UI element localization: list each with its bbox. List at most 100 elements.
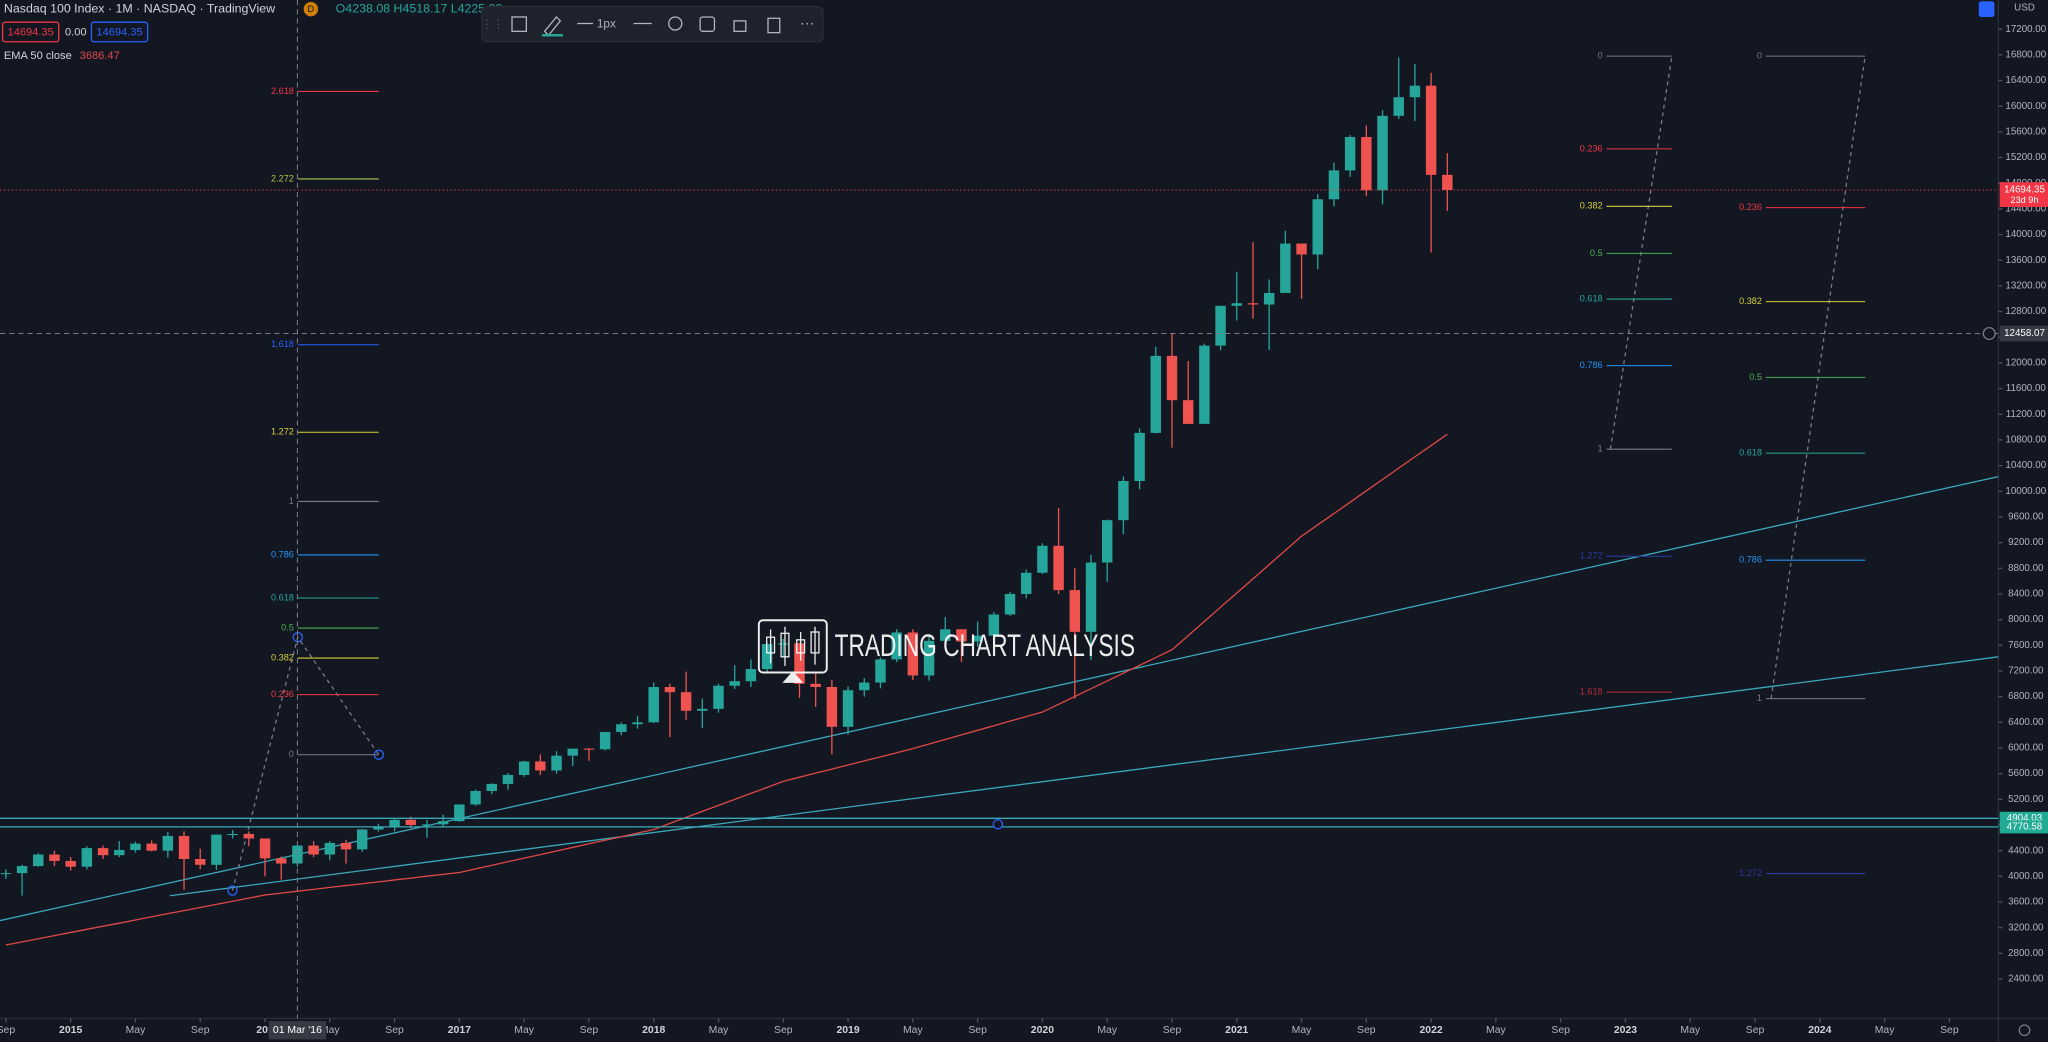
crosshair-price-label: 12458.07 <box>2004 328 2045 339</box>
y-tick-label: 4400.00 <box>2008 845 2044 856</box>
candle-body <box>1118 481 1129 521</box>
candle-body <box>616 724 627 732</box>
y-tick-label: 12000.00 <box>2005 358 2046 369</box>
y-tick-label: 11600.00 <box>2006 383 2047 394</box>
candle-body <box>551 755 562 771</box>
candle-body <box>535 761 546 771</box>
drawing-handle[interactable] <box>992 819 1004 830</box>
candle-body <box>875 659 886 683</box>
candle-body <box>65 860 76 867</box>
fib-label: 1.618 <box>271 339 294 349</box>
x-tick-label: 2022 <box>1419 1025 1442 1036</box>
candle-body <box>713 685 724 709</box>
price-box[interactable] <box>1 21 60 43</box>
price-label-bg <box>1999 182 2048 207</box>
candle-body <box>1361 137 1372 191</box>
crosshair-date-bg <box>268 1021 327 1040</box>
fib-label: 0.618 <box>1739 448 1762 458</box>
x-tick-label: Sep <box>1551 1025 1570 1036</box>
currency-label[interactable]: USD <box>2014 2 2035 13</box>
candle-body <box>923 640 935 676</box>
y-tick-label: 6400.00 <box>2008 717 2044 728</box>
axis-settings[interactable] <box>2018 1024 2031 1037</box>
fib-label: 2.272 <box>271 173 294 183</box>
candle-body <box>761 644 773 670</box>
trend-line[interactable] <box>169 656 1999 897</box>
x-tick-label: 201 <box>256 1025 274 1036</box>
y-tick-label: 15200.00 <box>2005 152 2046 163</box>
watermark: TRADING CHART ANALYSIS <box>757 619 1135 683</box>
fib-leg[interactable] <box>231 635 380 891</box>
hline-layer <box>0 189 1999 830</box>
candle-body <box>1442 174 1453 191</box>
y-tick-label: 14400.00 <box>2005 203 2046 214</box>
watermark-icon <box>766 636 776 654</box>
y-tick-label: 2400.00 <box>2008 974 2044 985</box>
indicator-value: 3686.47 <box>80 50 120 62</box>
candle-body <box>275 858 287 864</box>
candle-body <box>1199 345 1210 424</box>
candle-body <box>308 845 319 855</box>
x-tick-label: Sep <box>0 1025 15 1036</box>
fib-label: 0 <box>1598 51 1603 61</box>
x-tick-label: 2023 <box>1614 1025 1637 1036</box>
fib-label: 0.236 <box>271 689 294 699</box>
candle-body <box>988 614 1000 636</box>
candle-body <box>356 829 368 850</box>
x-tick-label: Sep <box>385 1025 404 1036</box>
line-width-label[interactable]: 1px <box>597 17 616 30</box>
candle-body <box>454 804 465 822</box>
fib-label: 0.786 <box>271 549 294 559</box>
candle-body <box>810 683 821 688</box>
line-layer <box>0 0 1999 1019</box>
screen-button[interactable] <box>1978 1 1995 17</box>
y-tick-label: 16800.00 <box>2005 49 2046 60</box>
y-tick-label: 16400.00 <box>2005 75 2046 86</box>
candle-body <box>421 824 433 826</box>
y-tick-label: 16000.00 <box>2005 101 2046 112</box>
candle-body <box>1004 593 1016 615</box>
x-tick-label: May <box>1680 1025 1701 1036</box>
candle-body <box>114 850 125 856</box>
drawing-handle[interactable] <box>227 885 238 896</box>
fib-label: 0.236 <box>1739 202 1762 212</box>
candle-body <box>1312 199 1323 255</box>
x-tick-label: 2017 <box>448 1025 471 1036</box>
y-tick-label: 3600.00 <box>2008 897 2044 908</box>
alert-button[interactable] <box>699 16 716 32</box>
watermark-icon <box>810 631 820 654</box>
candle-body <box>518 761 530 775</box>
fib-label: 1.272 <box>1739 868 1762 878</box>
y-tick-label: 7200.00 <box>2008 666 2044 677</box>
y-tick-label: 8400.00 <box>2008 589 2044 600</box>
y-tick-label: 10800.00 <box>2005 435 2046 446</box>
fib-label: 0.786 <box>1739 555 1762 565</box>
badge-text: D <box>308 4 315 14</box>
candle-body <box>470 790 481 805</box>
candle-body <box>324 842 336 855</box>
crosshair-plus[interactable] <box>1982 326 1996 341</box>
candle-body <box>891 632 902 660</box>
candle-body <box>259 838 271 859</box>
fib-label: 1 <box>289 496 294 506</box>
candle-body <box>1020 572 1032 594</box>
price-box[interactable] <box>90 21 149 43</box>
delete-button[interactable] <box>767 17 781 34</box>
symbol-title[interactable]: Nasdaq 100 Index · 1M · NASDAQ · Trading… <box>4 1 275 15</box>
badge[interactable] <box>303 1 319 17</box>
candle-body <box>680 692 692 711</box>
y-tick-label: 5600.00 <box>2008 768 2044 779</box>
fib-label: 1.272 <box>1580 551 1603 561</box>
indicator-legend[interactable]: EMA 50 close <box>4 50 72 62</box>
fib-label: 0.786 <box>1580 360 1603 370</box>
lock-button[interactable] <box>733 20 747 32</box>
settings-button[interactable] <box>668 16 683 31</box>
template-button[interactable] <box>511 16 528 32</box>
fib-leg[interactable] <box>1609 56 1673 450</box>
more-button[interactable]: ··· <box>800 15 814 31</box>
x-tick-label: Sep <box>968 1025 987 1036</box>
drag-handle[interactable]: ⋮⋮ <box>481 18 505 31</box>
x-tick-label: May <box>709 1025 730 1036</box>
x-tick-label: 2019 <box>836 1025 859 1036</box>
